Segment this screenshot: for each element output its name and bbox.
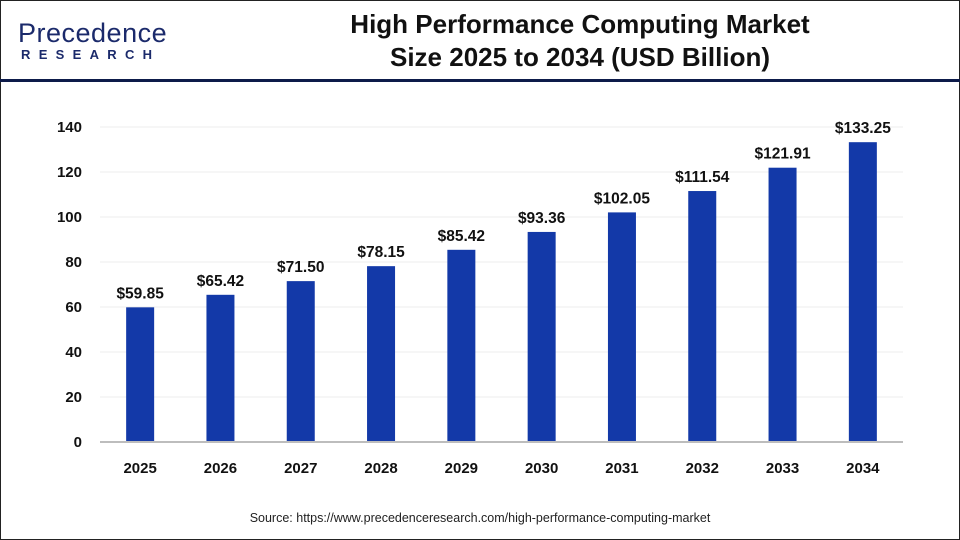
bar bbox=[367, 266, 396, 442]
logo-text: Precedence bbox=[18, 18, 168, 48]
bar bbox=[768, 167, 797, 442]
y-tick-label: 60 bbox=[65, 299, 82, 316]
x-tick-label: 2027 bbox=[284, 460, 317, 477]
y-tick-label: 40 bbox=[65, 344, 82, 361]
y-tick-label: 0 bbox=[74, 434, 82, 451]
data-label: $111.54 bbox=[675, 169, 730, 186]
x-tick-label: 2029 bbox=[445, 460, 478, 477]
logo: Precedence RESEARCH bbox=[18, 18, 168, 63]
y-tick-label: 120 bbox=[57, 164, 82, 181]
logo-subtext: RESEARCH bbox=[21, 47, 161, 62]
title-line-2: Size 2025 to 2034 (USD Billion) bbox=[389, 42, 770, 72]
data-label: $102.05 bbox=[594, 190, 650, 207]
bar bbox=[527, 231, 556, 442]
data-label: $85.42 bbox=[438, 228, 485, 245]
y-tick-label: 100 bbox=[57, 209, 82, 226]
x-tick-label: 2026 bbox=[204, 460, 237, 477]
data-label: $65.42 bbox=[197, 273, 244, 290]
bar bbox=[688, 191, 717, 442]
data-label: $133.25 bbox=[835, 120, 891, 137]
source-note: Source: https://www.precedenceresearch.c… bbox=[249, 511, 711, 525]
title-line-1: High Performance Computing Market bbox=[350, 9, 810, 39]
data-label: $93.36 bbox=[518, 210, 566, 227]
x-tick-label: 2025 bbox=[123, 460, 156, 477]
data-label: $121.91 bbox=[755, 146, 811, 163]
y-tick-label: 80 bbox=[65, 254, 82, 271]
header-divider bbox=[0, 79, 960, 82]
bar bbox=[206, 294, 235, 442]
bar bbox=[848, 142, 877, 442]
bar bbox=[607, 212, 636, 442]
data-label: $59.85 bbox=[116, 285, 164, 302]
bar bbox=[126, 307, 155, 442]
y-tick-label: 140 bbox=[57, 119, 82, 136]
x-tick-label: 2031 bbox=[605, 460, 638, 477]
y-tick-label: 20 bbox=[65, 389, 82, 406]
x-tick-label: 2028 bbox=[364, 460, 397, 477]
bar bbox=[286, 281, 315, 442]
chart-title: High Performance Computing Market Size 2… bbox=[280, 8, 880, 74]
data-label: $78.15 bbox=[357, 244, 405, 261]
x-tick-label: 2034 bbox=[846, 460, 880, 477]
data-label: $71.50 bbox=[277, 259, 324, 276]
x-tick-label: 2030 bbox=[525, 460, 558, 477]
x-tick-label: 2033 bbox=[766, 460, 799, 477]
bar bbox=[447, 249, 476, 442]
x-tick-label: 2032 bbox=[686, 460, 719, 477]
